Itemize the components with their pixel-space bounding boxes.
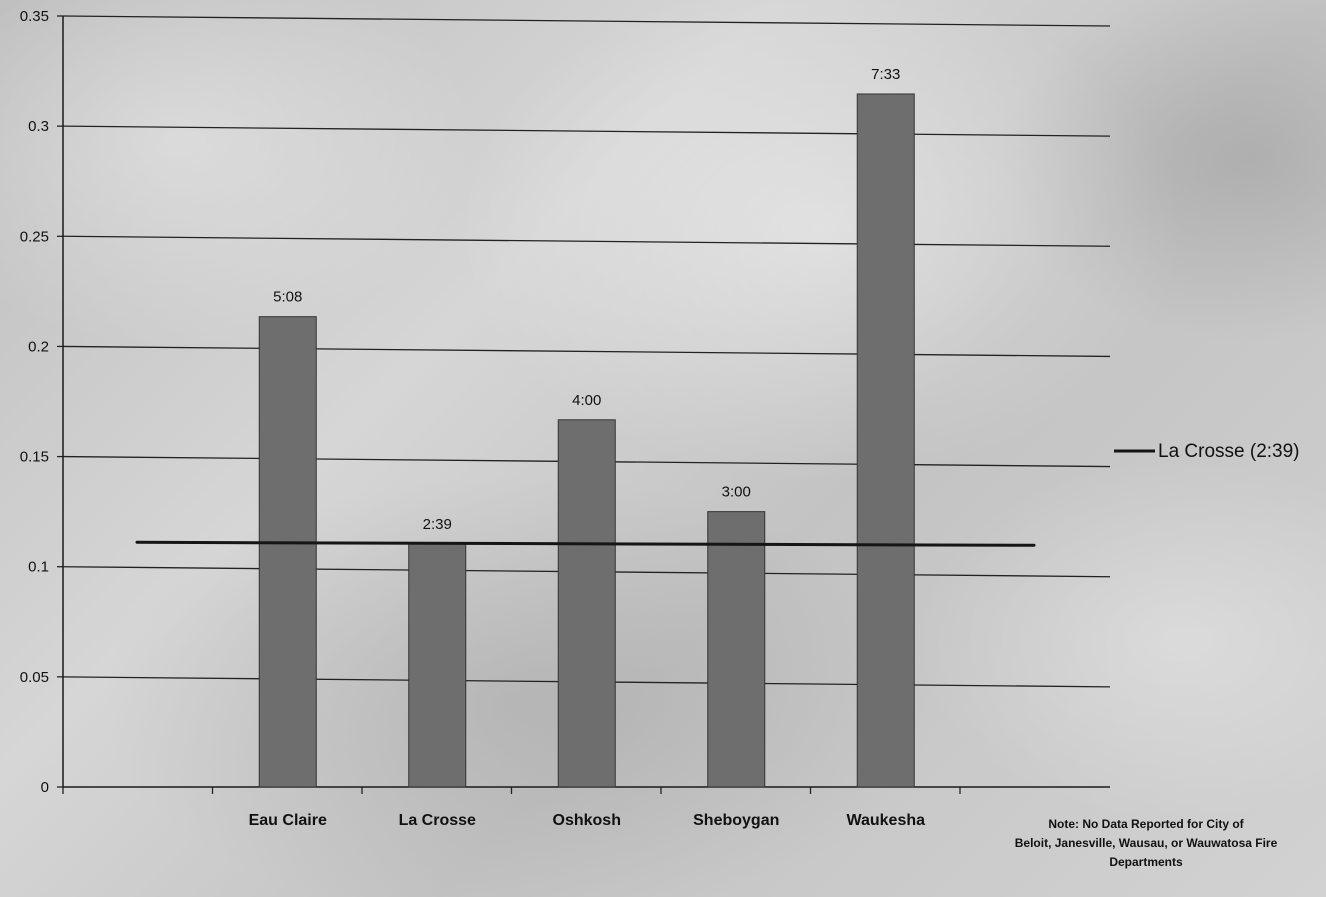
bar xyxy=(856,93,915,788)
y-tick-label: 0.25 xyxy=(20,228,49,245)
data-label: 4:00 xyxy=(572,392,601,409)
gridline xyxy=(62,125,1111,137)
legend: La Crosse (2:39) xyxy=(1114,441,1300,462)
bars xyxy=(258,93,915,788)
category-label: Waukesha xyxy=(846,812,925,829)
bar xyxy=(408,543,467,788)
gridline xyxy=(62,15,1111,27)
y-tick-label: 0.2 xyxy=(28,338,49,355)
y-tick-label: 0.15 xyxy=(20,449,49,466)
y-tick-label: 0.05 xyxy=(20,669,49,686)
note-line-3: Departments xyxy=(1109,855,1183,869)
category-label: Oshkosh xyxy=(553,812,621,829)
y-tick-label: 0.1 xyxy=(28,559,49,576)
gridline xyxy=(62,235,1111,247)
y-tick-label: 0.35 xyxy=(20,8,49,25)
note-line-2: Beloit, Janesville, Wausau, or Wauwatosa… xyxy=(1015,836,1278,850)
bar xyxy=(557,419,616,788)
category-label: Eau Claire xyxy=(249,812,327,829)
data-label: 5:08 xyxy=(273,289,302,306)
legend-label: La Crosse (2:39) xyxy=(1158,441,1300,462)
data-label: 3:00 xyxy=(722,484,751,501)
bar xyxy=(707,511,766,788)
category-labels: Eau Claire La Crosse Oshkosh Sheboygan Wauke… xyxy=(249,812,926,829)
category-label: Sheboygan xyxy=(693,812,779,829)
y-tick-labels: 0 0.05 0.1 0.15 0.2 0.25 0.3 0.35 xyxy=(20,8,49,796)
gridline xyxy=(62,345,1111,358)
bar xyxy=(258,316,317,788)
category-label: La Crosse xyxy=(399,812,476,829)
y-tick-label: 0.3 xyxy=(28,118,49,135)
x-ticks xyxy=(62,787,961,794)
data-label: 7:33 xyxy=(871,66,900,83)
data-label: 2:39 xyxy=(423,516,452,533)
y-tick-label: 0 xyxy=(41,779,49,796)
note-line-1: Note: No Data Reported for City of xyxy=(1048,817,1244,831)
data-labels: 5:08 2:39 4:00 3:00 7:33 xyxy=(273,66,900,533)
footnote: Note: No Data Reported for City of Beloi… xyxy=(1015,817,1278,869)
reference-line-la-crosse xyxy=(135,540,1036,547)
